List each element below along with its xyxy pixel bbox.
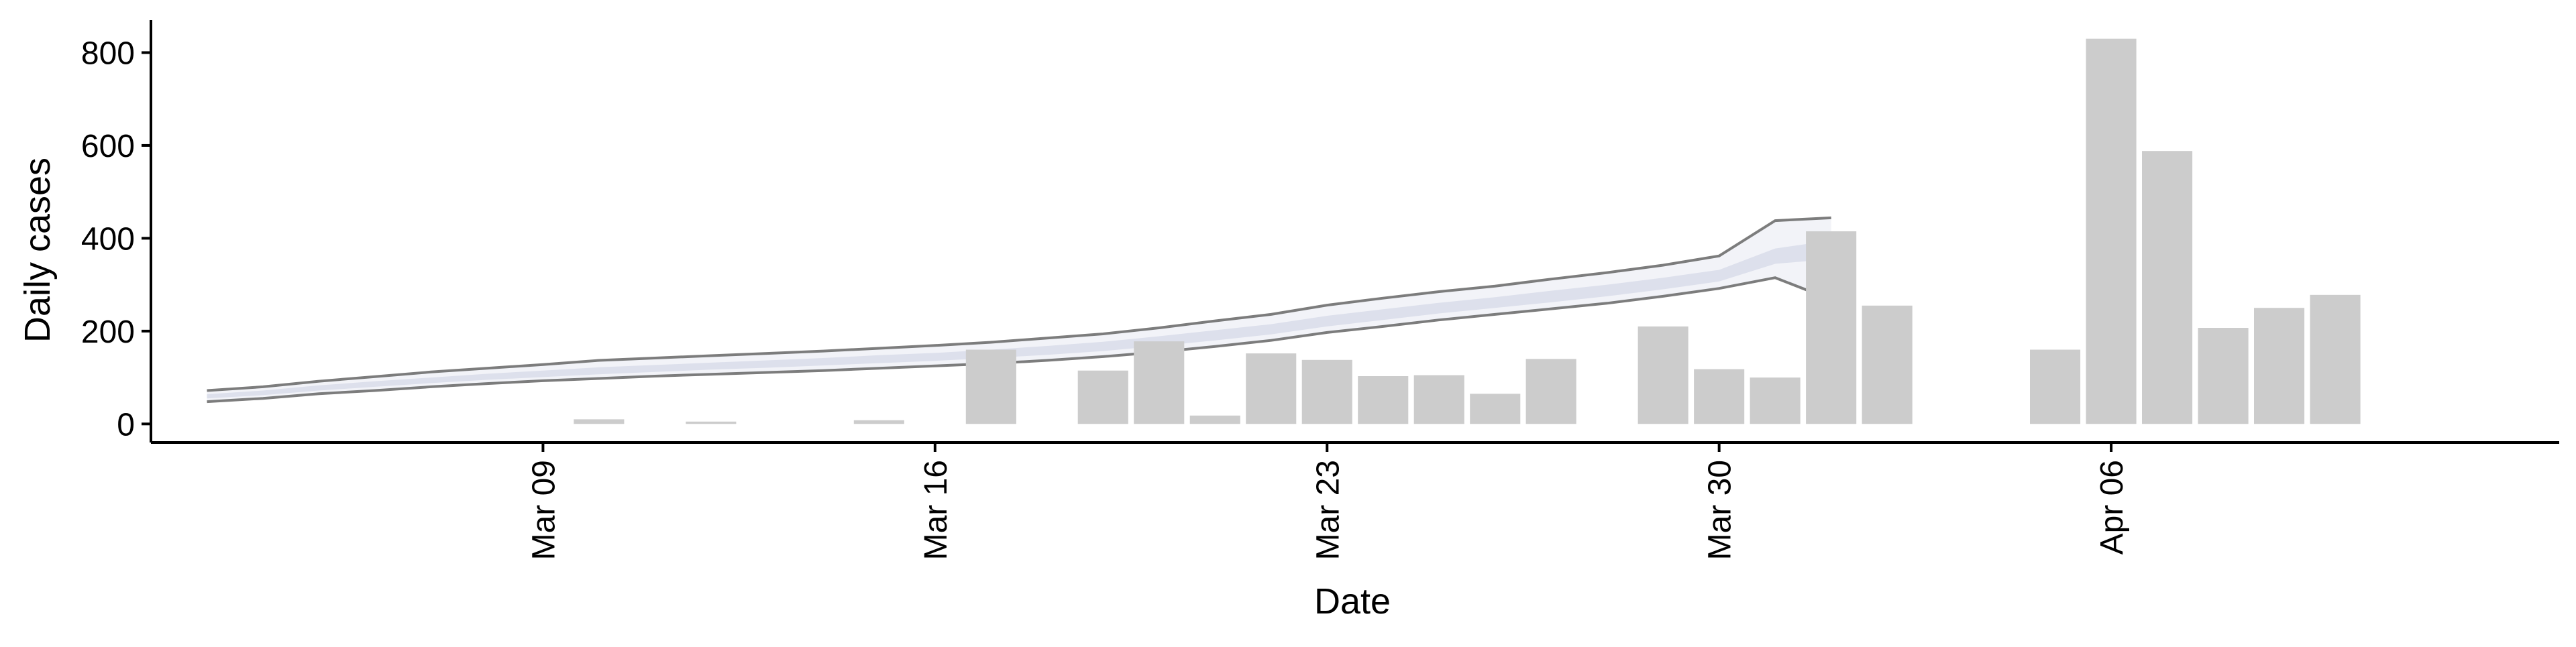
bar bbox=[1246, 353, 1297, 424]
bar bbox=[2086, 38, 2137, 424]
bar bbox=[1358, 376, 1409, 424]
bar bbox=[1694, 369, 1745, 424]
bar bbox=[1750, 377, 1801, 424]
bar bbox=[1525, 359, 1576, 424]
x-axis-label: Date bbox=[1314, 581, 1391, 622]
bar bbox=[574, 419, 625, 424]
y-tick-label: 400 bbox=[81, 221, 135, 257]
inner-interval-band bbox=[207, 240, 1831, 399]
x-tick-label: Mar 16 bbox=[918, 460, 954, 560]
bar bbox=[1470, 394, 1521, 424]
bar bbox=[1189, 415, 1240, 424]
bar bbox=[1862, 305, 1913, 424]
bar bbox=[1077, 370, 1128, 424]
x-tick-label: Apr 06 bbox=[2094, 460, 2130, 554]
x-tick-label: Mar 30 bbox=[1703, 460, 1738, 560]
y-axis-label: Daily cases bbox=[17, 158, 58, 343]
x-tick-layer: Mar 09 Mar 16 Mar 23 Mar 30 Apr 06 bbox=[526, 443, 2130, 560]
bar bbox=[686, 421, 737, 424]
bar-layer bbox=[574, 38, 2361, 424]
bar bbox=[2030, 349, 2081, 424]
x-tick-label: Mar 09 bbox=[526, 460, 561, 560]
bar bbox=[1134, 341, 1185, 424]
bar bbox=[2142, 151, 2193, 424]
bar bbox=[965, 349, 1016, 424]
y-tick-label: 200 bbox=[81, 314, 135, 350]
lower-bound-line bbox=[207, 276, 1832, 404]
bar bbox=[2198, 328, 2249, 424]
bar bbox=[1806, 231, 1857, 424]
y-tick-label: 0 bbox=[117, 407, 135, 443]
outer-interval-band bbox=[207, 217, 1831, 402]
bar bbox=[1638, 326, 1688, 424]
bar bbox=[1413, 375, 1464, 424]
y-tick-label: 600 bbox=[81, 129, 135, 164]
y-tick-label: 800 bbox=[81, 36, 135, 71]
estimate-band-layer bbox=[207, 216, 1832, 404]
axis-layer bbox=[150, 20, 2559, 444]
x-tick-label: Mar 23 bbox=[1310, 460, 1346, 560]
bar bbox=[2310, 294, 2361, 424]
y-tick-layer: 0 200 400 600 800 bbox=[81, 36, 151, 443]
upper-bound-line bbox=[207, 216, 1831, 392]
bar bbox=[853, 420, 904, 424]
bar bbox=[2254, 308, 2305, 424]
bar bbox=[1301, 359, 1352, 424]
